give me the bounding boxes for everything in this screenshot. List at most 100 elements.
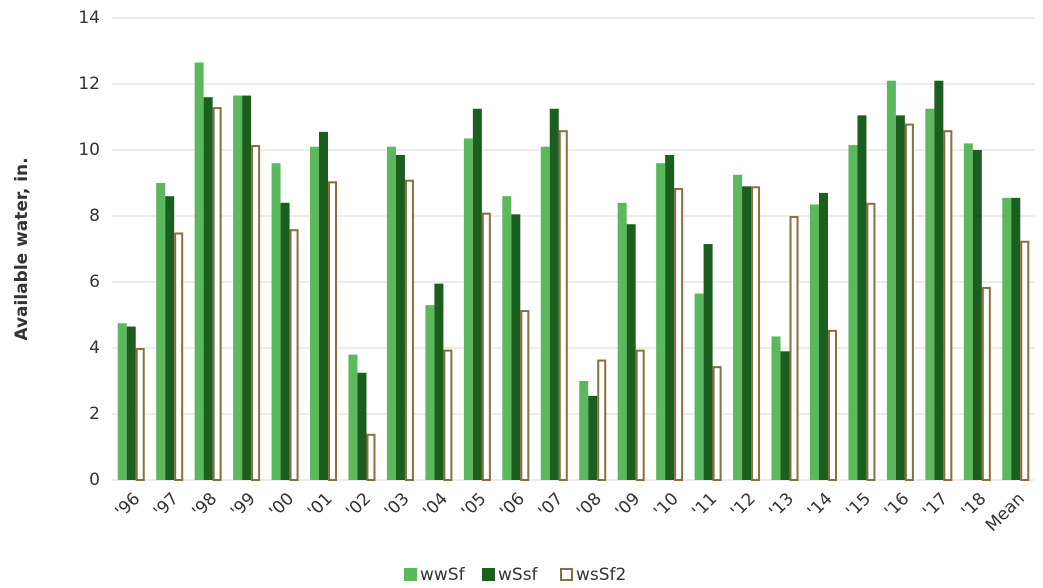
x-tick-label: Mean xyxy=(982,489,1029,536)
bar xyxy=(472,108,482,480)
bar xyxy=(895,115,905,480)
bar xyxy=(242,95,252,481)
x-tick-label: '98 xyxy=(188,489,221,522)
bar xyxy=(463,138,473,480)
x-tick-label: '06 xyxy=(496,489,529,522)
x-tick-label: '07 xyxy=(535,489,568,522)
bar xyxy=(789,216,799,481)
bar xyxy=(425,305,435,480)
x-tick-label: '10 xyxy=(650,489,683,522)
bar xyxy=(174,232,184,481)
y-tick-label: 12 xyxy=(78,74,100,94)
x-tick-label: '01 xyxy=(304,489,337,522)
legend-label: wsSf2 xyxy=(576,565,626,585)
x-tick-label: '04 xyxy=(419,489,452,522)
legend-label: wSsf xyxy=(498,565,539,585)
bar xyxy=(549,108,559,480)
bar xyxy=(857,115,867,480)
bar xyxy=(943,130,953,481)
bar xyxy=(1011,197,1021,480)
bar xyxy=(626,224,636,480)
bar xyxy=(703,244,713,480)
bar xyxy=(443,349,453,481)
bar xyxy=(827,329,837,481)
bar xyxy=(934,80,944,480)
bar xyxy=(366,433,376,481)
x-tick-label: '08 xyxy=(573,489,606,522)
y-tick-label: 14 xyxy=(78,8,100,28)
bar xyxy=(481,212,491,481)
bar xyxy=(404,179,414,481)
bar xyxy=(579,381,589,480)
x-tick-label: '11 xyxy=(688,489,721,522)
bar xyxy=(310,146,320,480)
bar xyxy=(395,154,405,480)
bar xyxy=(751,186,761,482)
legend-swatch xyxy=(404,568,417,581)
bar xyxy=(972,150,982,480)
bar xyxy=(319,131,329,480)
bar xyxy=(780,351,790,480)
bar xyxy=(1002,197,1012,480)
legend-swatch xyxy=(560,568,573,581)
y-tick-label: 4 xyxy=(89,338,100,358)
y-tick-label: 0 xyxy=(89,470,100,490)
bar xyxy=(963,143,973,480)
bar xyxy=(251,145,261,482)
x-tick-label: '02 xyxy=(342,489,375,522)
x-tick-label: '12 xyxy=(727,489,760,522)
bar xyxy=(712,366,722,481)
bar xyxy=(665,154,675,480)
y-tick-label: 6 xyxy=(89,272,100,292)
bar xyxy=(866,202,876,482)
bar xyxy=(203,97,213,480)
bar xyxy=(434,283,444,480)
y-tick-label: 10 xyxy=(78,140,100,160)
y-tick-label: 2 xyxy=(89,404,100,424)
bar xyxy=(617,202,627,481)
x-tick-label: '09 xyxy=(612,489,645,522)
bar xyxy=(981,286,991,482)
bar xyxy=(597,359,607,481)
bar xyxy=(520,310,530,481)
bar xyxy=(280,202,290,481)
bar xyxy=(233,95,243,481)
bar xyxy=(1020,240,1030,481)
bar xyxy=(558,130,568,481)
bar xyxy=(674,187,684,481)
bar xyxy=(165,196,175,480)
bar xyxy=(925,108,935,480)
bar xyxy=(588,395,598,480)
bar xyxy=(771,336,781,480)
x-tick-label: '14 xyxy=(804,489,837,522)
bar xyxy=(742,186,752,481)
x-tick-label: '13 xyxy=(765,489,798,522)
bar xyxy=(156,183,166,480)
bar xyxy=(733,174,743,480)
y-axis-label: Available water, in. xyxy=(12,157,32,340)
x-tick-label: '17 xyxy=(919,489,952,522)
x-tick-label: '15 xyxy=(842,489,875,522)
x-tick-label: '00 xyxy=(265,489,298,522)
bar xyxy=(271,163,281,480)
bar xyxy=(328,181,338,481)
bar xyxy=(348,354,358,480)
x-tick-label: '05 xyxy=(458,489,491,522)
bar xyxy=(212,107,222,481)
bar xyxy=(848,145,858,481)
bar xyxy=(117,323,127,480)
bar xyxy=(818,192,828,480)
bar xyxy=(904,123,914,481)
bar xyxy=(656,163,666,480)
bar xyxy=(386,146,396,480)
bar xyxy=(289,229,299,481)
bar xyxy=(635,349,645,481)
bar xyxy=(194,62,204,481)
bar xyxy=(126,326,136,480)
bar xyxy=(694,293,704,480)
x-tick-label: '97 xyxy=(150,489,183,522)
y-tick-label: 8 xyxy=(89,206,100,226)
legend-swatch xyxy=(482,568,495,581)
x-tick-label: '96 xyxy=(112,489,145,522)
